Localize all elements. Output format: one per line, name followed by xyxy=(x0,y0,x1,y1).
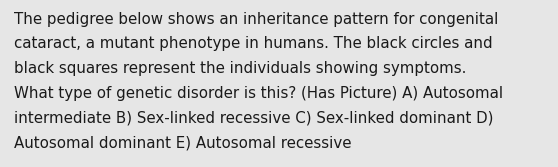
Text: The pedigree below shows an inheritance pattern for congenital: The pedigree below shows an inheritance … xyxy=(14,12,498,27)
Text: black squares represent the individuals showing symptoms.: black squares represent the individuals … xyxy=(14,61,466,76)
Text: Autosomal dominant E) Autosomal recessive: Autosomal dominant E) Autosomal recessiv… xyxy=(14,135,352,150)
Text: What type of genetic disorder is this? (Has Picture) A) Autosomal: What type of genetic disorder is this? (… xyxy=(14,86,503,101)
Text: cataract, a mutant phenotype in humans. The black circles and: cataract, a mutant phenotype in humans. … xyxy=(14,36,493,51)
Text: intermediate B) Sex-linked recessive C) Sex-linked dominant D): intermediate B) Sex-linked recessive C) … xyxy=(14,111,493,126)
